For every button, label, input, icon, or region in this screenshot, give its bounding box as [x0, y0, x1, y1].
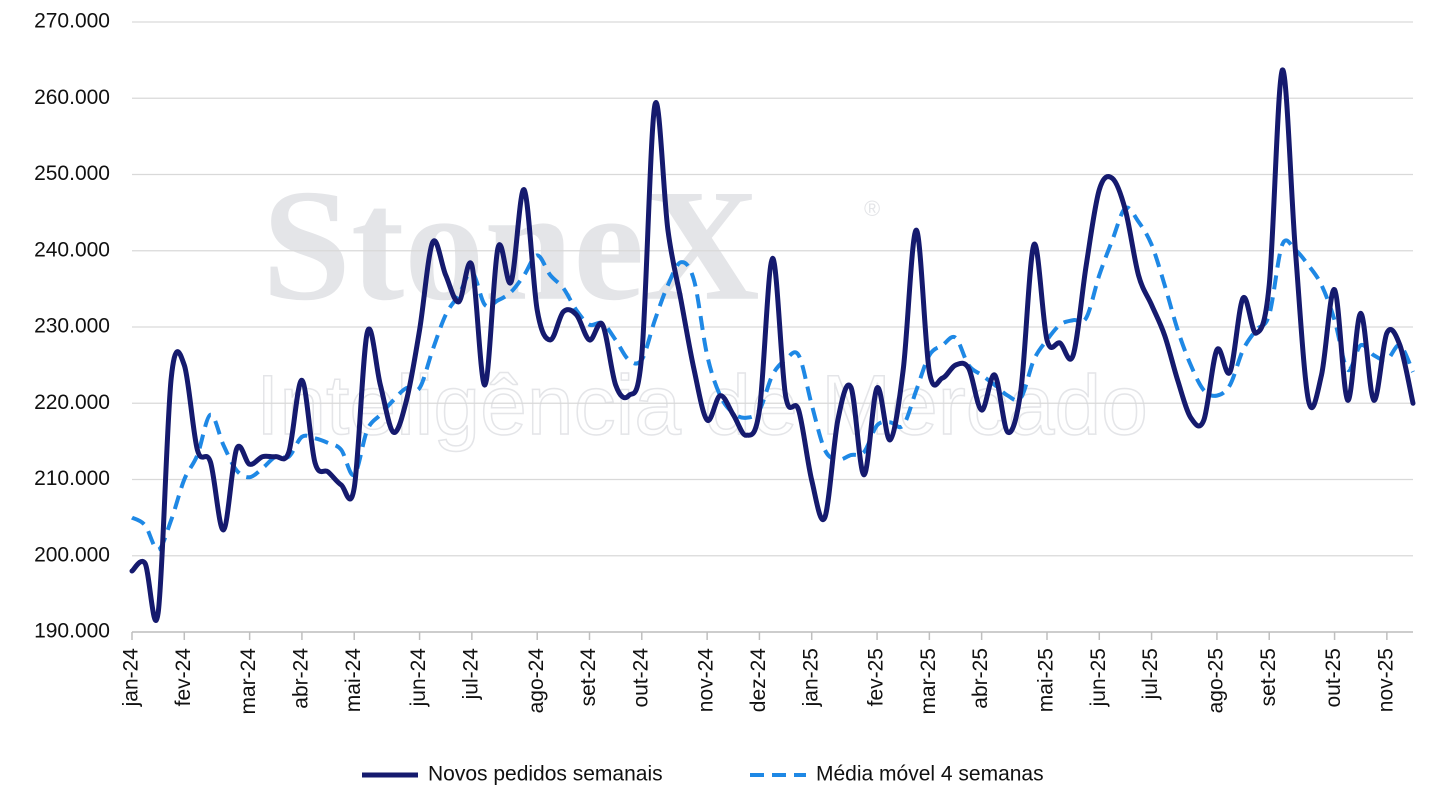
- y-tick-label: 250.000: [34, 162, 110, 185]
- legend-item: Média móvel 4 semanas: [750, 763, 1044, 786]
- x-tick-label: jun-24: [407, 648, 430, 708]
- x-tick-label: jul-25: [1139, 648, 1162, 700]
- watermark-brand: StoneX: [262, 156, 760, 334]
- x-tick-label: abr-25: [969, 648, 992, 709]
- x-tick-label: nov-24: [695, 648, 718, 713]
- x-tick-label: mar-25: [917, 648, 940, 715]
- x-tick-label: ago-24: [525, 648, 548, 714]
- x-tick-label: jan-24: [120, 648, 143, 708]
- y-tick-label: 220.000: [34, 391, 110, 414]
- y-tick-label: 230.000: [34, 315, 110, 338]
- legend-item: Novos pedidos semanais: [362, 763, 663, 786]
- x-tick-label: ago-25: [1204, 648, 1227, 713]
- x-tick-label: out-25: [1322, 648, 1345, 708]
- watermark-mark: ®: [864, 196, 880, 221]
- legend-label: Média móvel 4 semanas: [816, 763, 1044, 786]
- x-tick-label: out-24: [629, 648, 652, 708]
- y-tick-label: 200.000: [34, 543, 110, 566]
- y-tick-label: 270.000: [34, 10, 110, 33]
- y-tick-label: 210.000: [34, 467, 110, 490]
- series-line: [129, 67, 1416, 623]
- x-tick-label: nov-25: [1374, 648, 1397, 712]
- x-tick-label: set-25: [1257, 648, 1280, 706]
- x-tick-label: set-24: [577, 648, 600, 707]
- x-tick-label: jun-25: [1087, 648, 1110, 707]
- x-tick-label: dez-24: [747, 648, 770, 713]
- x-tick-label: fev-24: [172, 648, 195, 707]
- x-tick-label: jan-25: [799, 648, 822, 707]
- x-tick-label: mai-25: [1035, 648, 1058, 712]
- x-tick-label: fev-25: [865, 648, 888, 706]
- y-tick-label: 190.000: [34, 620, 110, 643]
- y-tick-label: 240.000: [34, 238, 110, 261]
- x-tick-label: jul-24: [459, 648, 482, 701]
- x-tick-label: abr-24: [289, 648, 312, 709]
- x-tick-label: mar-24: [237, 648, 260, 715]
- legend-label: Novos pedidos semanais: [428, 763, 663, 786]
- y-tick-label: 260.000: [34, 86, 110, 109]
- moving-average-line: [130, 205, 1415, 552]
- x-tick-label: mai-24: [342, 648, 365, 713]
